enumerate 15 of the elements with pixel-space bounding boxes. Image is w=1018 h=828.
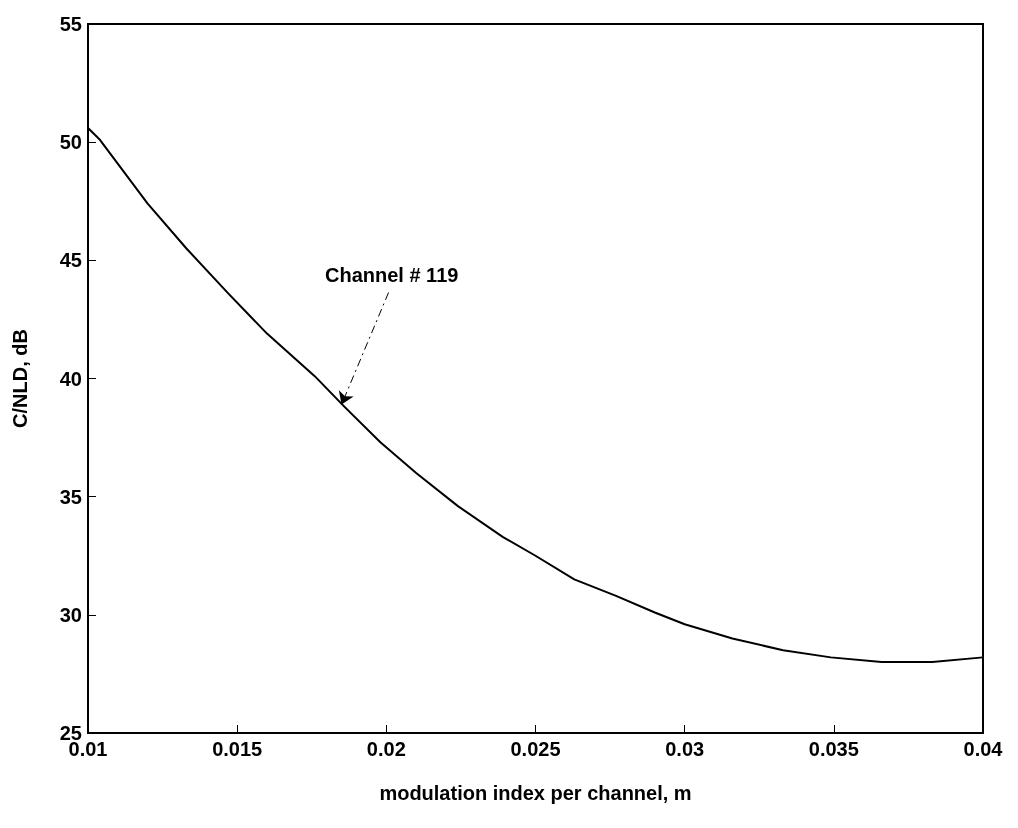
x-tick-label: 0.03 (665, 738, 705, 760)
x-tick-label: 0.035 (808, 738, 859, 760)
y-tick-label: 35 (59, 485, 82, 508)
y-tick-label: 50 (59, 131, 82, 154)
x-tick-label: 0.025 (510, 738, 561, 760)
x-axis-title: modulation index per channel, m (379, 782, 692, 804)
y-axis-title: C/NLD, dB (9, 329, 31, 428)
y-tick-label: 30 (59, 603, 82, 626)
y-tick-label: 55 (59, 13, 82, 35)
x-tick-label: 0.02 (366, 738, 406, 760)
x-tick-label: 0.04 (963, 738, 1004, 760)
y-tick-label: 40 (59, 367, 82, 390)
annotation: Channel # 119 (324, 264, 459, 287)
y-tick-label: 45 (59, 249, 82, 272)
x-tick-label: 0.015 (212, 738, 263, 760)
